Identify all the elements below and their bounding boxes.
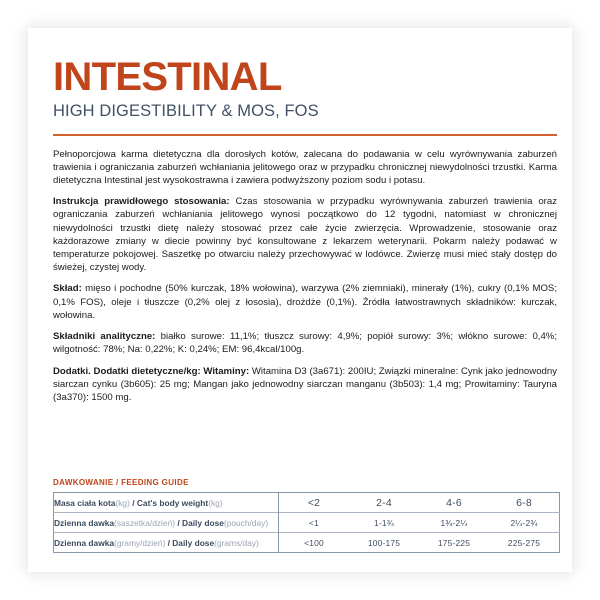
table-cell: 100-175 xyxy=(349,532,419,553)
composition-label: Skład: xyxy=(53,283,82,295)
row-unit-pl: (gramy/dzień) xyxy=(114,537,166,548)
table-cell: 175-225 xyxy=(419,532,489,553)
row-label-separator: / xyxy=(129,497,137,508)
row-label-en: Cat's body weight xyxy=(136,497,209,508)
instructions-label: Instrukcja prawidłowego stosowania: xyxy=(53,196,230,208)
row-unit-en: (grams/day) xyxy=(214,537,259,548)
additives-label: Dodatki. Dodatki dietetyczne/kg: xyxy=(53,365,201,377)
additives-paragraph: Dodatki. Dodatki dietetyczne/kg: Witamin… xyxy=(53,365,557,404)
table-cell: 1-1¾ xyxy=(349,512,419,533)
additives-vitamins-label: Witaminy: xyxy=(200,365,250,377)
table-cell: 2¼-2¾ xyxy=(489,512,560,533)
label-content: INTESTINAL HIGH DIGESTIBILITY & MOS, FOS… xyxy=(53,28,560,572)
product-label-page: INTESTINAL HIGH DIGESTIBILITY & MOS, FOS… xyxy=(28,28,572,572)
composition-paragraph: Skład: mięso i pochodne (50% kurczak, 18… xyxy=(53,282,557,321)
page-subtitle: HIGH DIGESTIBILITY & MOS, FOS xyxy=(53,101,319,120)
additives-text: Witamina D3 (3a671): 200IU; Związki mine… xyxy=(53,365,558,404)
row-unit-en: (pouch/day) xyxy=(223,517,269,528)
intro-paragraph: Pełnoporcjowa karma dietetyczna dla doro… xyxy=(53,148,557,187)
row-unit-en: (kg) xyxy=(208,497,223,508)
feeding-guide-table: Masa ciała kota(kg) / Cat's body weight(… xyxy=(53,492,560,553)
row-label-pl: Masa ciała kota xyxy=(54,497,116,508)
row-label-daily-dose-pouch: Dzienna dawka(saszetka/dzień) / Daily do… xyxy=(53,512,279,533)
table-cell: 1¾-2¼ xyxy=(419,512,489,533)
table-cell: 225-275 xyxy=(489,532,560,553)
header-divider xyxy=(53,133,557,136)
instructions-text: Czas stosowania w przypadku wyrównywania… xyxy=(53,196,557,273)
instructions-paragraph: Instrukcja prawidłowego stosowania: Czas… xyxy=(53,195,557,274)
analytical-text: białko surowe: 11,1%; tłuszcz surowy: 4,… xyxy=(53,331,557,356)
row-unit-pl: (saszetka/dzień) xyxy=(114,517,176,528)
analytical-paragraph: Składniki analityczne: białko surowe: 11… xyxy=(53,330,557,356)
composition-text: mięso i pochodne (50% kurczak, 18% wołow… xyxy=(53,283,557,321)
analytical-label: Składniki analityczne: xyxy=(53,331,156,343)
table-cell: 2-4 xyxy=(376,496,392,509)
table-cell: 4-6 xyxy=(446,496,462,509)
table-cell: <100 xyxy=(278,532,349,553)
table-cell: <2 xyxy=(307,496,321,509)
table-cell: <1 xyxy=(278,512,349,533)
row-label-pl: Dzienna dawka xyxy=(54,537,115,548)
intro-text: Pełnoporcjowa karma dietetyczna dla doro… xyxy=(53,148,557,186)
row-label-separator: / xyxy=(175,517,183,528)
table-row: Dzienna dawka(gramy/dzień) / Daily dose(… xyxy=(53,532,560,553)
row-unit-pl: (kg) xyxy=(115,497,130,508)
row-label-daily-dose-grams: Dzienna dawka(gramy/dzień) / Daily dose(… xyxy=(53,532,279,553)
row-label-en: Daily dose xyxy=(182,517,224,528)
row-label-en: Daily dose xyxy=(172,537,215,548)
table-row: Dzienna dawka(saszetka/dzień) / Daily do… xyxy=(53,512,560,533)
table-cell: 6-8 xyxy=(516,496,532,509)
body-copy: Pełnoporcjowa karma dietetyczna dla doro… xyxy=(53,136,557,405)
row-label-separator: / xyxy=(165,537,173,548)
feeding-guide-heading: DAWKOWANIE / FEEDING GUIDE xyxy=(53,478,189,487)
feeding-guide-section: DAWKOWANIE / FEEDING GUIDE Masa ciała ko… xyxy=(53,478,560,553)
table-row: Masa ciała kota(kg) / Cat's body weight(… xyxy=(53,492,560,513)
row-label-pl: Dzienna dawka xyxy=(54,517,115,528)
row-label-body-weight: Masa ciała kota(kg) / Cat's body weight(… xyxy=(53,492,279,513)
page-title: INTESTINAL xyxy=(53,55,282,99)
